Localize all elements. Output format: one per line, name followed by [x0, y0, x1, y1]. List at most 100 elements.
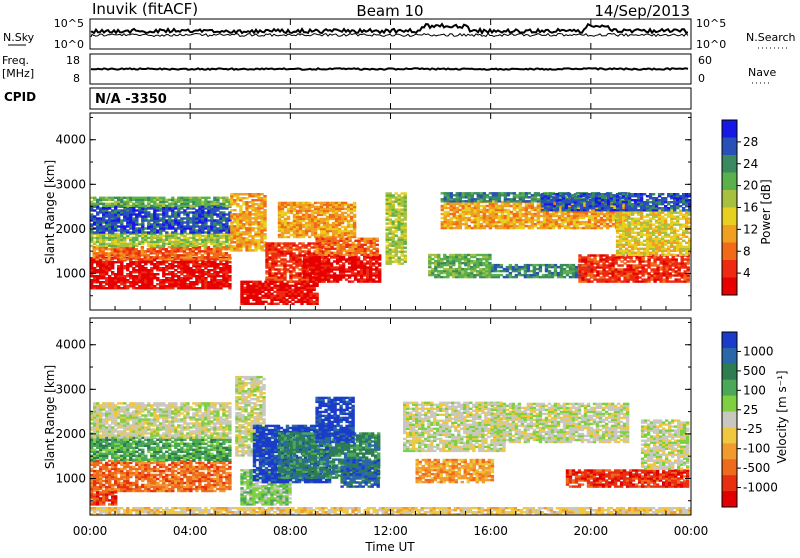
- range-gate-cell: [342, 238, 345, 240]
- nave-tick-high: 60: [698, 54, 712, 67]
- range-gate-cell: [338, 222, 341, 224]
- range-gate-cell: [315, 264, 318, 266]
- range-gate-cell: [153, 285, 156, 287]
- range-gate-cell: [444, 219, 447, 221]
- range-gate-cell: [186, 197, 189, 199]
- range-gate-cell: [138, 223, 141, 225]
- range-gate-cell: [468, 217, 471, 219]
- range-gate-cell: [96, 269, 99, 271]
- range-gate-cell: [522, 207, 525, 209]
- range-gate-cell: [192, 207, 195, 209]
- range-gate-cell: [347, 222, 350, 224]
- range-gate-cell: [189, 241, 192, 243]
- range-gate-cell: [283, 278, 286, 280]
- range-gate-cell: [376, 238, 379, 240]
- range-gate-cell: [186, 252, 189, 254]
- range-gate-cell: [282, 283, 285, 285]
- freq-trace: [91, 68, 688, 69]
- range-gate-cell: [314, 216, 317, 218]
- range-gate-cell: [129, 197, 132, 199]
- range-gate-cell: [186, 211, 189, 213]
- range-gate-cell: [537, 227, 540, 229]
- range-gate-cell: [277, 268, 280, 270]
- range-gate-cell: [225, 205, 228, 207]
- range-gate-cell: [320, 218, 323, 220]
- range-gate-cell: [245, 197, 248, 199]
- range-gate-cell: [295, 280, 298, 282]
- range-gate-cell: [483, 219, 486, 221]
- range-gate-cell: [372, 272, 375, 274]
- range-gate-cell: [483, 192, 486, 194]
- range-gate-cell: [310, 242, 313, 244]
- range-gate-cell: [315, 238, 318, 240]
- range-gate-cell: [333, 278, 336, 280]
- range-gate-cell: [612, 219, 615, 221]
- cpid-panel: CPID N/A -3350: [4, 88, 691, 109]
- range-gate-cell: [156, 197, 159, 199]
- range-gate-cell: [230, 213, 233, 215]
- range-gate-cell: [471, 192, 474, 194]
- range-gate-cell: [150, 267, 153, 269]
- range-gate-cell: [132, 275, 135, 277]
- range-gate-cell: [549, 219, 552, 221]
- range-gate-cell: [286, 268, 289, 270]
- range-gate-cell: [312, 278, 315, 280]
- nave-tick-low: 0: [698, 72, 705, 85]
- range-gate-cell: [492, 201, 495, 203]
- range-gate-cell: [350, 216, 353, 218]
- range-gate-cell: [345, 268, 348, 270]
- range-gate-cell: [398, 198, 401, 200]
- range-gate-cell: [492, 192, 495, 194]
- range-gate-cell: [303, 283, 306, 285]
- range-gate-cell: [177, 205, 180, 207]
- range-gate-cell: [453, 227, 456, 229]
- range-gate-cell: [201, 197, 204, 199]
- range-gate-cell: [210, 207, 213, 209]
- range-gate-cell: [201, 235, 204, 237]
- range-gate-cell: [292, 242, 295, 244]
- range-gate-cell: [295, 244, 298, 246]
- range-gate-cell: [207, 197, 210, 199]
- range-gate-cell: [165, 243, 168, 245]
- sky-panel: N.Sky 10^5 10^0 10^5 10^0 N.Search: [3, 17, 796, 51]
- range-gate-cell: [165, 265, 168, 267]
- range-gate-cell: [459, 213, 462, 215]
- range-gate-cell: [198, 205, 201, 207]
- range-gate-cell: [213, 250, 216, 252]
- search-tick-low: 10^0: [696, 38, 726, 51]
- range-gate-cell: [386, 216, 389, 218]
- range-gate-cell: [600, 217, 603, 219]
- range-gate-cell: [242, 193, 245, 195]
- range-gate-cell: [195, 258, 198, 260]
- range-gate-cell: [370, 250, 373, 252]
- range-gate-cell: [228, 261, 231, 263]
- range-gate-cell: [465, 203, 468, 205]
- range-gate-cell: [323, 202, 326, 204]
- range-gate-cell: [465, 217, 468, 219]
- range-gate-cell: [395, 224, 398, 226]
- range-gate-cell: [90, 229, 93, 231]
- range-gate-cell: [264, 293, 267, 295]
- range-gate-cell: [183, 197, 186, 199]
- range-gate-cell: [183, 209, 186, 211]
- range-gate-cell: [303, 293, 306, 295]
- range-gate-cell: [277, 278, 280, 280]
- range-gate-cell: [312, 301, 315, 303]
- range-gate-cell: [280, 258, 283, 260]
- range-gate-cell: [90, 245, 93, 247]
- range-gate-cell: [291, 289, 294, 291]
- range-gate-cell: [339, 238, 342, 240]
- range-gate-cell: [513, 203, 516, 205]
- range-gate-cell: [156, 277, 159, 279]
- range-gate-cell: [248, 245, 251, 247]
- range-gate-cell: [147, 248, 150, 250]
- range-gate-cell: [257, 211, 260, 213]
- range-gate-cell: [132, 250, 135, 252]
- range-gate-cell: [525, 192, 528, 194]
- range-gate-cell: [344, 226, 347, 228]
- range-gate-cell: [354, 272, 357, 274]
- range-gate-cell: [462, 219, 465, 221]
- range-gate-cell: [360, 278, 363, 280]
- range-gate-cell: [540, 215, 543, 217]
- range-gate-cell: [132, 197, 135, 199]
